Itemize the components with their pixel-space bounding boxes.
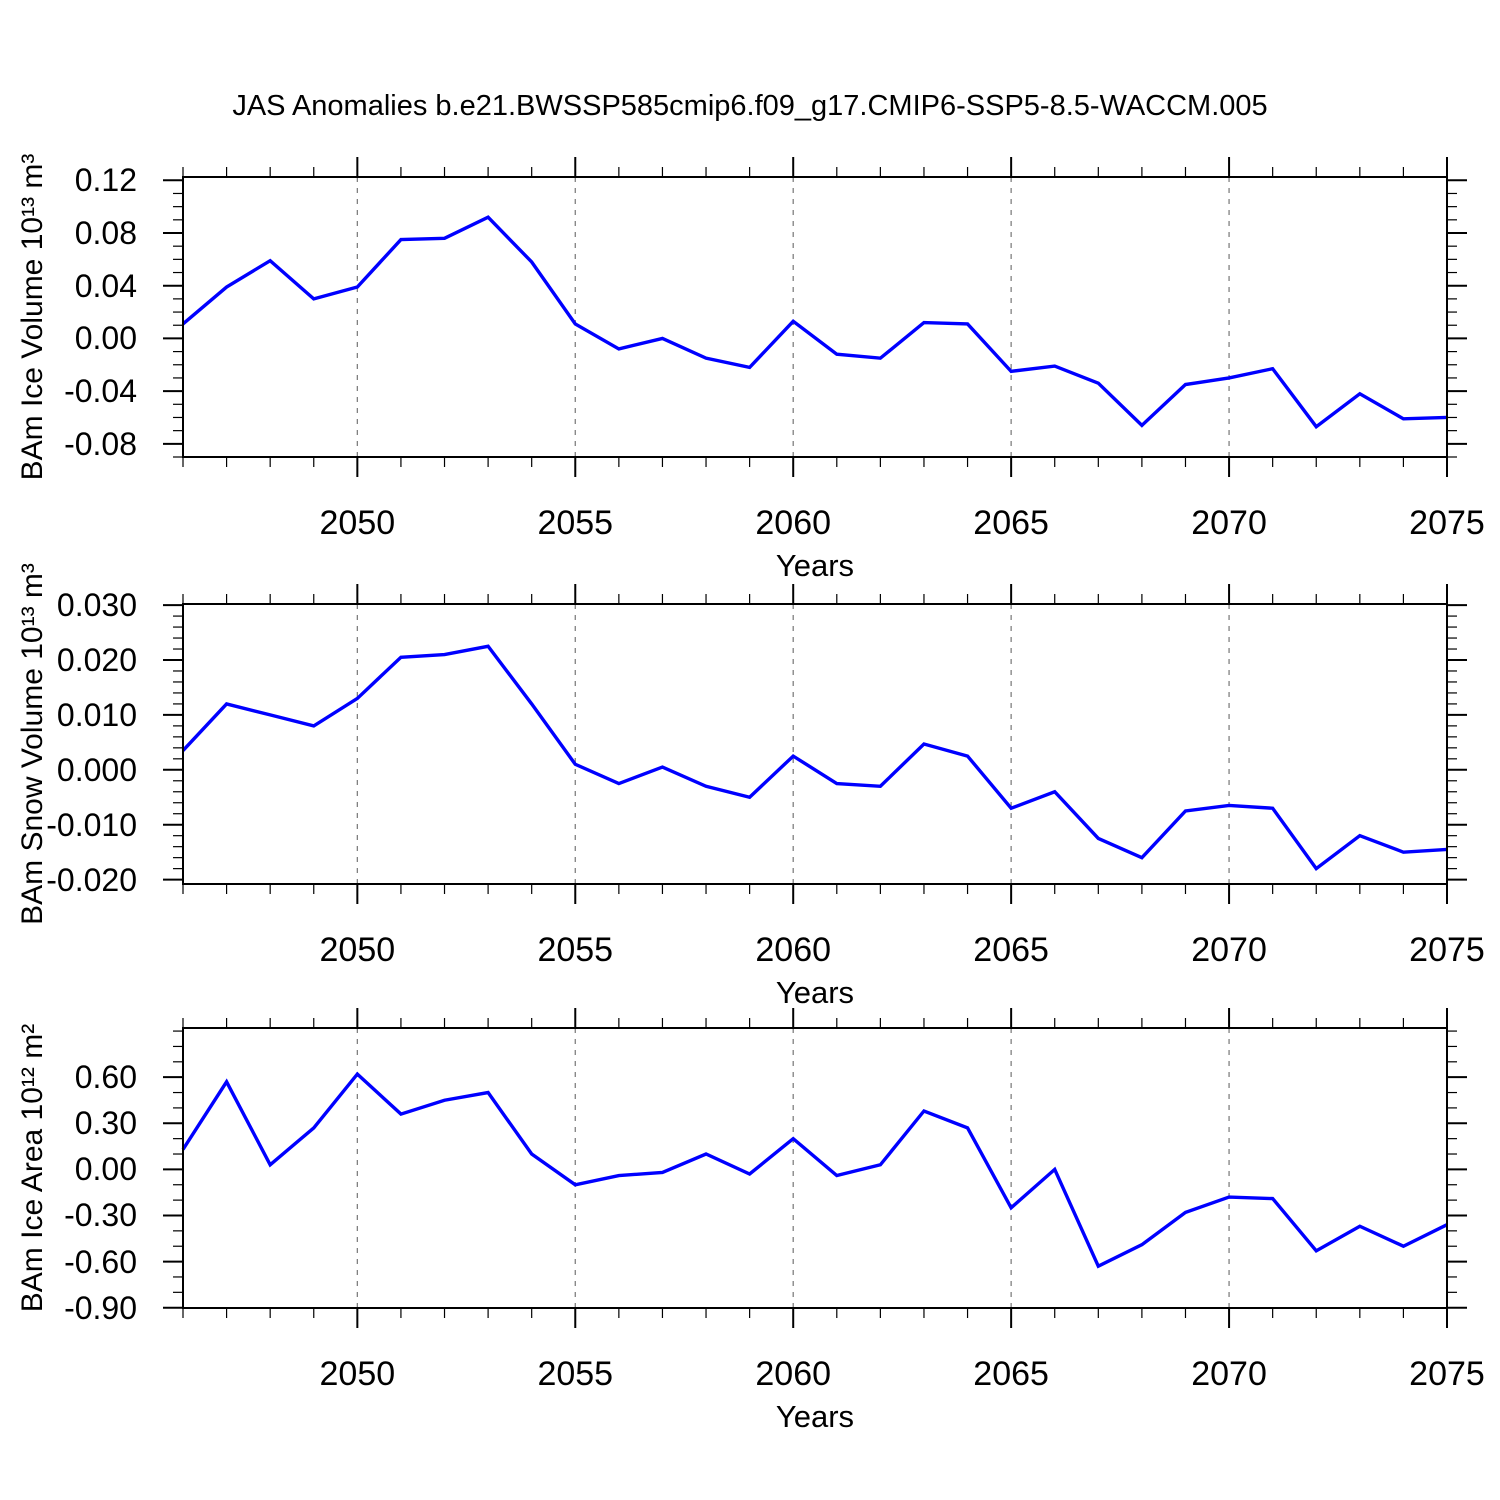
x-tick-label: 2060 — [755, 931, 832, 969]
y-tick-label: -0.30 — [64, 1197, 137, 1234]
x-tick-label: 2055 — [537, 504, 614, 542]
x-tick-label: 2075 — [1409, 504, 1485, 542]
x-tick-label: 2075 — [1409, 931, 1485, 969]
x-tick-label: 2050 — [319, 931, 396, 969]
x-tick-label: 2070 — [1191, 504, 1267, 542]
x-tick-label: 2060 — [755, 504, 832, 542]
x-axis-title-panel-3: Years — [775, 1399, 855, 1434]
x-tick-label: 2065 — [973, 1355, 1049, 1393]
y-tick-label: 0.030 — [56, 587, 137, 624]
x-tick-label: 2075 — [1409, 1355, 1485, 1393]
x-axis-title-panel-2: Years — [775, 975, 855, 1010]
y-tick-label: 0.60 — [74, 1059, 137, 1096]
y-tick-label: 0.04 — [74, 267, 137, 304]
y-tick-label: -0.60 — [64, 1243, 137, 1280]
x-tick-label: 2070 — [1191, 931, 1267, 969]
x-tick-label: 2060 — [755, 1355, 832, 1393]
y-tick-label: 0.12 — [74, 162, 137, 199]
x-tick-label: 2055 — [537, 931, 614, 969]
y-tick-label: 0.08 — [74, 215, 137, 251]
y-tick-label: 0.020 — [56, 642, 137, 678]
x-axis-title-panel-1: Years — [775, 548, 855, 583]
y-tick-label: -0.90 — [64, 1289, 137, 1326]
y-tick-label: -0.08 — [64, 425, 137, 462]
y-tick-label: -0.04 — [64, 373, 137, 410]
y-tick-label: -0.010 — [46, 806, 137, 843]
x-tick-label: 2050 — [319, 504, 396, 542]
x-tick-label: 2050 — [319, 1355, 396, 1393]
x-tick-label: 2065 — [973, 931, 1049, 969]
y-tick-label: -0.020 — [46, 861, 137, 898]
x-tick-label: 2065 — [973, 504, 1049, 542]
y-tick-label: 0.00 — [74, 320, 137, 357]
y-axis-title-ice-area: BAm Ice Area 10¹² m² — [16, 1023, 49, 1313]
y-tick-label: 0.00 — [74, 1151, 137, 1188]
x-tick-label: 2055 — [537, 1355, 614, 1393]
y-tick-label: 0.30 — [74, 1105, 137, 1142]
x-tick-label: 2070 — [1191, 1355, 1267, 1393]
chart-title: JAS Anomalies b.e21.BWSSP585cmip6.f09_g1… — [232, 90, 1268, 122]
y-tick-label: 0.010 — [56, 696, 137, 733]
y-tick-label: 0.000 — [56, 751, 137, 788]
